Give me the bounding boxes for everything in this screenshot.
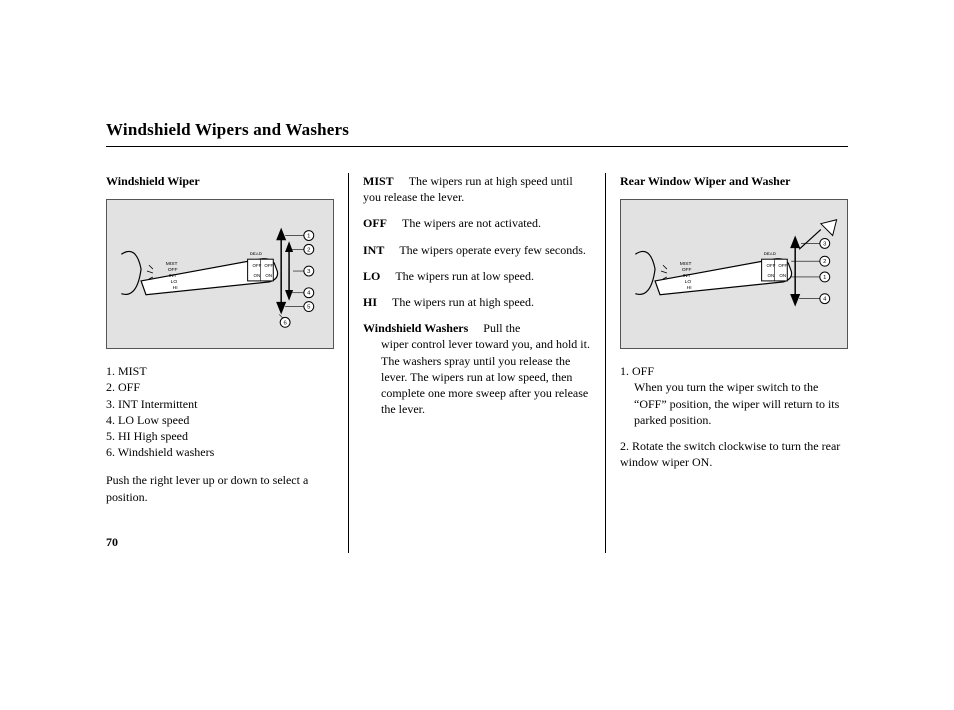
mode-text: The wipers run at low speed. bbox=[395, 269, 534, 283]
mode-label: HI bbox=[363, 295, 377, 309]
svg-text:INT: INT bbox=[169, 273, 177, 279]
mode-off: OFF The wipers are not activated. bbox=[363, 215, 591, 231]
legend-item: 4. LO Low speed bbox=[106, 412, 334, 428]
mode-label: OFF bbox=[363, 216, 387, 230]
mode-text: The wipers are not activated. bbox=[402, 216, 541, 230]
svg-text:OFF: OFF bbox=[253, 263, 262, 268]
washers-text-rest: wiper control lever toward you, and hold… bbox=[363, 336, 591, 417]
washers-text-start: Pull the bbox=[483, 321, 520, 335]
wiper-lever-diagram-icon: OFF OFF ON ON REAR MIST OFF INT LO HI bbox=[107, 200, 333, 348]
page: Windshield Wipers and Washers Windshield… bbox=[0, 0, 954, 710]
mode-text: The wipers operate every few seconds. bbox=[399, 243, 586, 257]
column-2: MIST The wipers run at high speed until … bbox=[348, 173, 605, 553]
svg-text:2: 2 bbox=[307, 247, 310, 253]
mode-int: INT The wipers operate every few seconds… bbox=[363, 242, 591, 258]
legend-list: 1. MIST 2. OFF 3. INT Intermittent 4. LO… bbox=[106, 363, 334, 460]
svg-text:2: 2 bbox=[823, 259, 826, 265]
svg-text:HI: HI bbox=[173, 285, 178, 291]
svg-text:OFF: OFF bbox=[778, 263, 787, 268]
page-number: 70 bbox=[106, 535, 118, 550]
rear-item-2: 2. Rotate the switch clockwise to turn t… bbox=[620, 438, 848, 470]
svg-text:1: 1 bbox=[307, 234, 310, 240]
column-3: Rear Window Wiper and Washer OFF OFF ON … bbox=[605, 173, 848, 553]
page-title: Windshield Wipers and Washers bbox=[106, 120, 848, 140]
col1-heading: Windshield Wiper bbox=[106, 173, 334, 189]
svg-text:OFF: OFF bbox=[264, 263, 273, 268]
svg-text:ON: ON bbox=[265, 273, 272, 278]
legend-item: 3. INT Intermittent bbox=[106, 396, 334, 412]
figure-front-wiper: OFF OFF ON ON REAR MIST OFF INT LO HI bbox=[106, 199, 334, 349]
mode-label: LO bbox=[363, 269, 380, 283]
svg-text:INT: INT bbox=[683, 273, 691, 279]
column-1: Windshield Wiper OFF OFF ON ON REAR bbox=[106, 173, 348, 553]
rear-wiper-diagram-icon: OFF OFF ON ON REAR MIST OFF INT LO HI bbox=[621, 200, 847, 348]
item-text: When you turn the wiper switch to the “O… bbox=[620, 379, 848, 428]
svg-text:OFF: OFF bbox=[767, 263, 776, 268]
svg-text:ON: ON bbox=[254, 273, 261, 278]
svg-text:MIST: MIST bbox=[680, 261, 692, 267]
figure-rear-wiper: OFF OFF ON ON REAR MIST OFF INT LO HI bbox=[620, 199, 848, 349]
svg-text:REAR: REAR bbox=[250, 251, 262, 256]
mode-mist: MIST The wipers run at high speed until … bbox=[363, 173, 591, 205]
rear-item-1: 1. OFF When you turn the wiper switch to… bbox=[620, 363, 848, 428]
svg-text:HI: HI bbox=[687, 285, 692, 291]
item-number: 2. bbox=[620, 439, 632, 453]
legend-item: 1. MIST bbox=[106, 363, 334, 379]
col1-instruction: Push the right lever up or down to selec… bbox=[106, 472, 334, 504]
svg-text:ON: ON bbox=[768, 273, 775, 278]
svg-text:LO: LO bbox=[171, 279, 178, 285]
svg-text:1: 1 bbox=[823, 275, 826, 281]
item-text: Rotate the switch clockwise to turn the … bbox=[620, 439, 840, 469]
columns: Windshield Wiper OFF OFF ON ON REAR bbox=[106, 173, 848, 553]
mode-text: The wipers run at high speed until you r… bbox=[363, 174, 573, 204]
mode-label: INT bbox=[363, 243, 384, 257]
mode-text: The wipers run at high speed. bbox=[392, 295, 534, 309]
washers-label: Windshield Washers bbox=[363, 321, 468, 335]
mode-label: MIST bbox=[363, 174, 394, 188]
mode-lo: LO The wipers run at low speed. bbox=[363, 268, 591, 284]
col3-heading: Rear Window Wiper and Washer bbox=[620, 173, 848, 189]
mode-washers: Windshield Washers Pull the wiper contro… bbox=[363, 320, 591, 417]
title-rule: Windshield Wipers and Washers bbox=[106, 120, 848, 147]
svg-text:LO: LO bbox=[685, 279, 692, 285]
legend-item: 6. Windshield washers bbox=[106, 444, 334, 460]
svg-text:OFF: OFF bbox=[682, 267, 692, 273]
svg-text:OFF: OFF bbox=[168, 267, 178, 273]
svg-text:REAR: REAR bbox=[764, 251, 776, 256]
item-number: 1. OFF bbox=[620, 364, 654, 378]
legend-item: 2. OFF bbox=[106, 379, 334, 395]
legend-item: 5. HI High speed bbox=[106, 428, 334, 444]
svg-text:MIST: MIST bbox=[166, 261, 178, 267]
mode-hi: HI The wipers run at high speed. bbox=[363, 294, 591, 310]
svg-text:ON: ON bbox=[779, 273, 786, 278]
